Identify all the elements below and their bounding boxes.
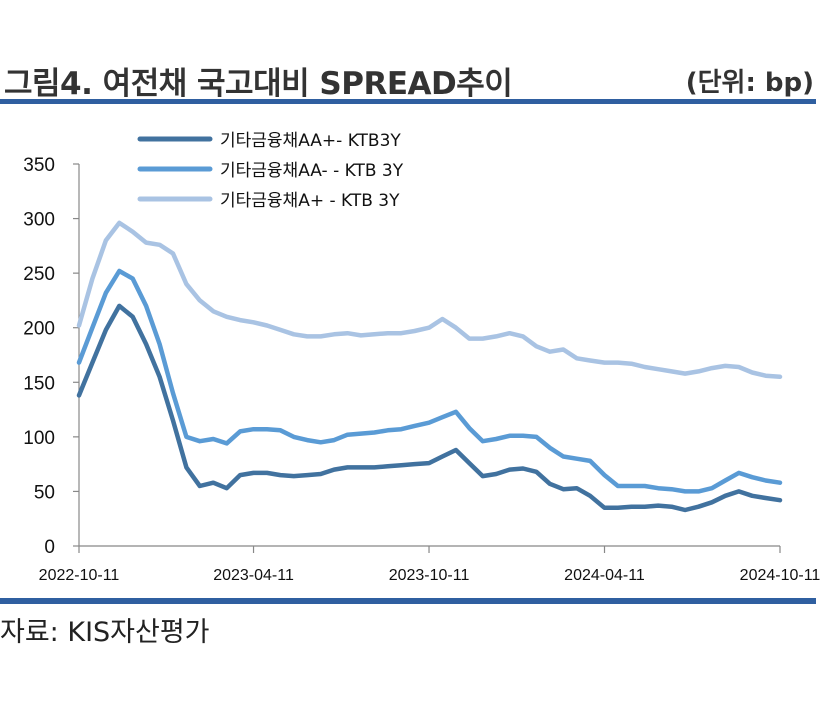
x-tick-label: 2023-04-11 bbox=[213, 567, 294, 584]
x-tick-label: 2024-10-11 bbox=[740, 567, 821, 584]
unit-label: (단위: bp) bbox=[685, 68, 814, 98]
legend-label-2: 기타금융채AA- - KTB 3Y bbox=[220, 161, 404, 181]
y-tick-label: 300 bbox=[23, 210, 55, 231]
x-tick-label: 2023-10-11 bbox=[389, 567, 470, 584]
x-axis-ticks: 2022-10-11 2023-04-11 2023-10-11 2024-04-11… bbox=[39, 546, 821, 584]
source-note: 자료: KIS자산평가 bbox=[0, 617, 210, 648]
series-lines bbox=[76, 220, 783, 513]
chart-title: 그림4. 여전채 국고대비 SPREAD추이 bbox=[4, 66, 513, 102]
y-tick-label: 200 bbox=[23, 319, 55, 340]
y-tick-label: 0 bbox=[44, 537, 55, 558]
y-axis-ticks: 0 50 100 150 200 250 300 350 bbox=[23, 155, 79, 558]
y-tick-label: 150 bbox=[23, 373, 55, 394]
y-tick-label: 100 bbox=[23, 428, 55, 449]
top-rule bbox=[0, 99, 816, 104]
legend-label-3: 기타금융채A+ - KTB 3Y bbox=[220, 191, 400, 211]
y-tick-label: 250 bbox=[23, 264, 55, 285]
legend-label-1: 기타금융채AA+- KTB3Y bbox=[220, 131, 401, 151]
bottom-rule bbox=[0, 598, 816, 604]
x-tick-label: 2024-04-11 bbox=[564, 567, 645, 584]
y-tick-label: 50 bbox=[34, 482, 55, 503]
x-tick-label: 2022-10-11 bbox=[39, 567, 120, 584]
series-line-1 bbox=[76, 303, 783, 513]
legend: 기타금융채AA+- KTB3Y 기타금융채AA- - KTB 3Y 기타금융채A+ … bbox=[137, 131, 404, 211]
y-tick-label: 350 bbox=[23, 155, 55, 176]
series-line-2 bbox=[76, 268, 783, 494]
series-line-3 bbox=[76, 220, 783, 380]
